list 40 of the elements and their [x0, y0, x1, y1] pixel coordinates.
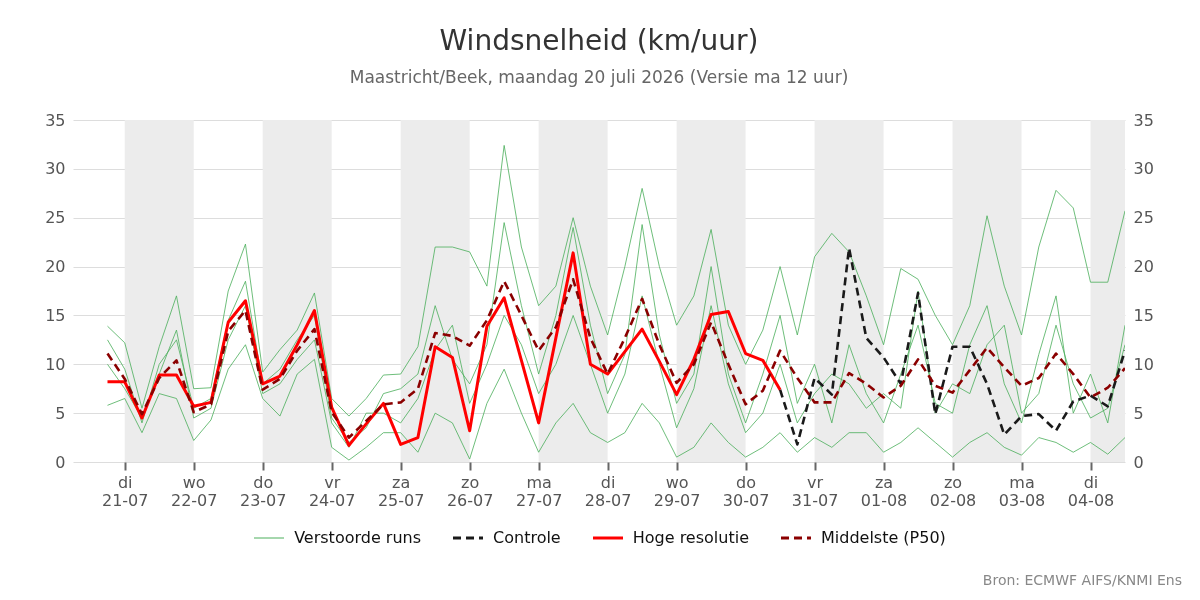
- y2-tick-label: 25: [1133, 208, 1154, 228]
- legend-label: Middelste (P50): [820, 528, 946, 547]
- y2-tick-label: 5: [1133, 403, 1144, 423]
- y-tick-label: 0: [55, 452, 66, 472]
- x-tick-label: wo 29-07: [653, 472, 701, 510]
- y2-tick-label: 10: [1133, 354, 1154, 374]
- text: Bron: ECMWF AIFS/KNMI Ens: [982, 572, 1182, 588]
- y2-tick-label: 35: [1133, 110, 1154, 130]
- y2-tick-label: 0: [1133, 452, 1144, 472]
- x-tick-label: di 04-08: [1067, 472, 1115, 510]
- y-tick-label: 20: [45, 257, 66, 277]
- x-tick-label: di 28-07: [584, 472, 632, 510]
- y-tick-label: 10: [45, 354, 66, 374]
- y-tick-label: 15: [45, 305, 66, 325]
- x-tick-label: za 25-07: [377, 472, 425, 510]
- x-tick-label: zo 26-07: [446, 472, 494, 510]
- x-tick-label: do 23-07: [239, 472, 287, 510]
- y-tick-label: 30: [45, 159, 66, 179]
- y-tick-label: 35: [45, 110, 66, 130]
- x-tick-label: vr 24-07: [308, 472, 356, 510]
- line-series: [105, 251, 782, 447]
- x-tick-label: ma 03-08: [998, 472, 1046, 510]
- chart-title: Windsnelheid (km/uur): [439, 24, 759, 57]
- legend-label: Controle: [493, 528, 561, 547]
- line-series: [778, 246, 1125, 446]
- x-tick-label: zo 02-08: [929, 472, 977, 510]
- x-tick-label: di 21-07: [101, 472, 149, 510]
- x-tick-label: vr 31-07: [791, 472, 839, 510]
- y-tick-label: 25: [45, 208, 66, 228]
- y-tick-label: 5: [55, 403, 66, 423]
- x-tick-label: wo 22-07: [170, 472, 218, 510]
- legend-label: Hoge resolutie: [632, 528, 749, 547]
- x-tick-label: ma 27-07: [515, 472, 563, 510]
- y2-tick-label: 20: [1133, 257, 1154, 277]
- y2-tick-label: 30: [1133, 159, 1154, 179]
- chart-subtitle: Maastricht/Beek, maandag 20 juli 2026 (Versie ma 12 uur): [349, 67, 849, 87]
- legend-label: Verstoorde runs: [294, 528, 422, 547]
- x-tick-label: za 01-08: [860, 472, 908, 510]
- y2-tick-label: 15: [1133, 305, 1154, 325]
- x-tick-label: do 30-07: [722, 472, 770, 510]
